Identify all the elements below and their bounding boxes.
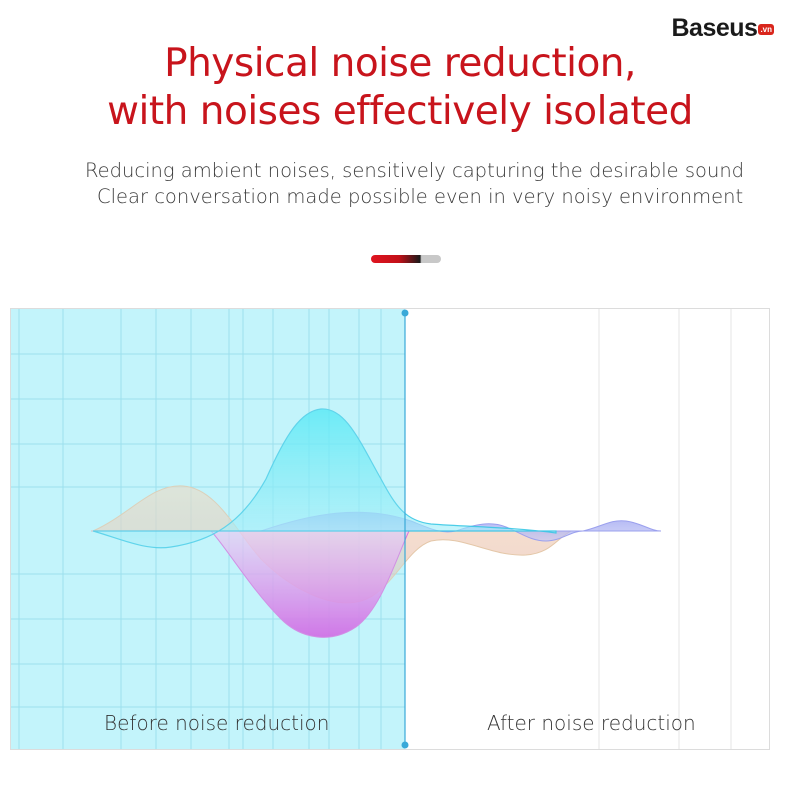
before-overlay bbox=[11, 309, 405, 749]
subtext-line-1: Reducing ambient noises, sensitively cap… bbox=[85, 159, 745, 182]
after-label: After noise reduction bbox=[487, 711, 696, 735]
split-handle-bottom bbox=[401, 741, 409, 749]
comparison-illustration bbox=[11, 309, 732, 749]
cyan-wave bbox=[92, 408, 557, 549]
brand-logo: Baseus .vn bbox=[671, 14, 774, 43]
headline-line-1: Physical noise reduction, bbox=[164, 41, 636, 86]
subtext-line-2: Clear conversation made possible even in… bbox=[97, 185, 744, 208]
section-divider bbox=[371, 255, 441, 263]
split-handle-top bbox=[401, 309, 409, 317]
headline-line-2: with noises effectively isolated bbox=[107, 89, 693, 134]
brand-suffix: .vn bbox=[758, 24, 774, 35]
noise-comparison-panel: Before noise reduction After noise reduc… bbox=[10, 308, 770, 750]
before-label: Before noise reduction bbox=[104, 711, 330, 735]
headline: Physical noise reduction, with noises ef… bbox=[0, 40, 800, 136]
brand-name: Baseus bbox=[671, 14, 758, 42]
pink-wave bbox=[93, 530, 410, 638]
